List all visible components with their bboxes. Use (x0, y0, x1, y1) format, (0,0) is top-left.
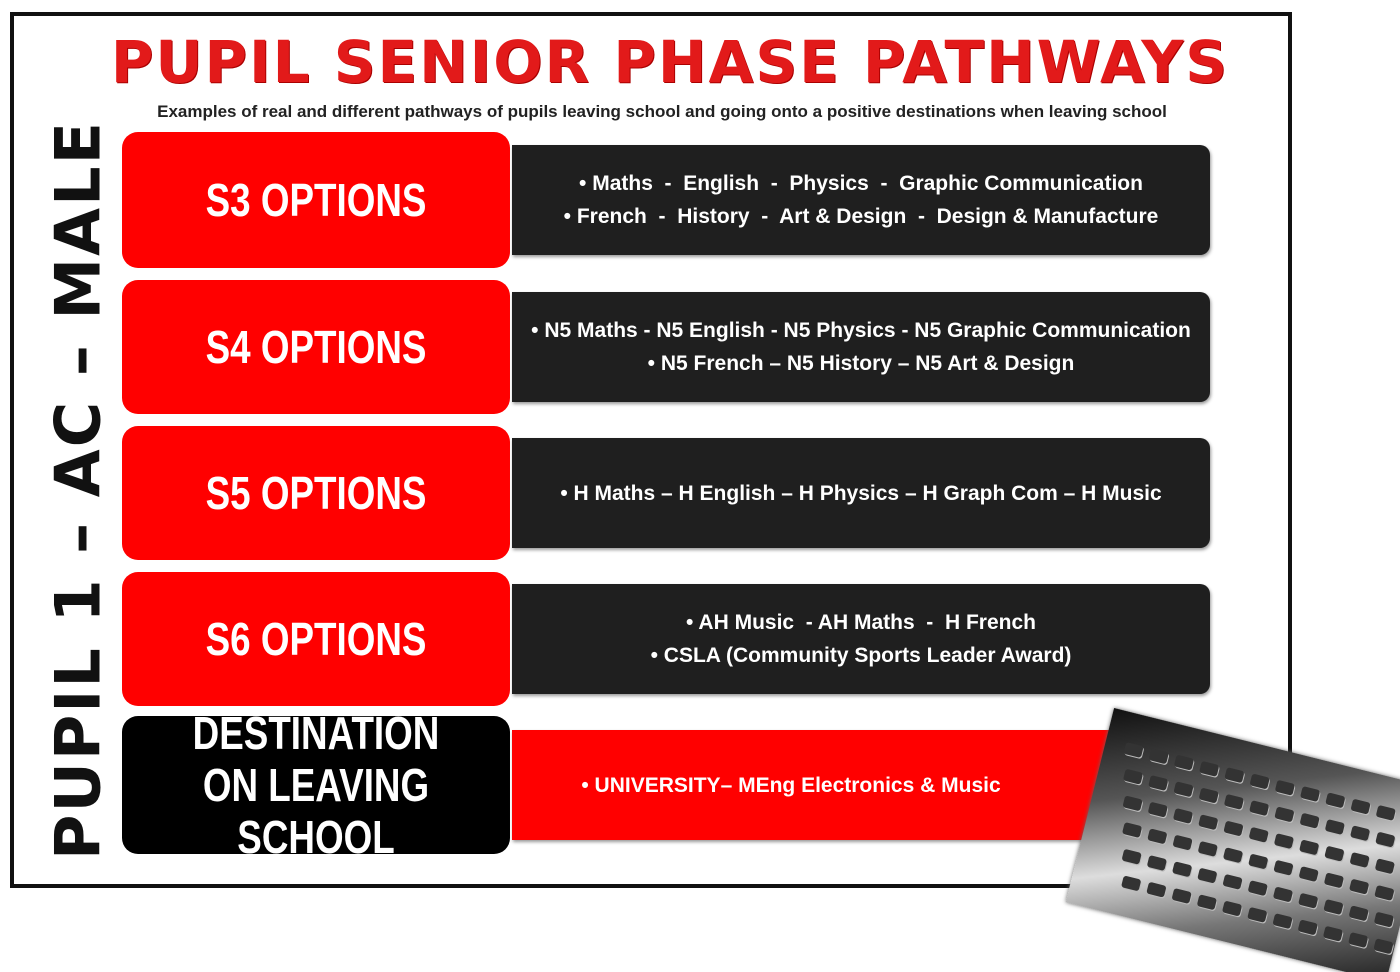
photo-key (1199, 760, 1220, 777)
row-box: • AH Music - AH Maths - H French • CSLA (… (512, 584, 1210, 694)
row-label-text: DESTINATION ON LEAVING SCHOOL (192, 707, 440, 863)
photo-key (1148, 774, 1169, 791)
photo-key (1146, 855, 1168, 872)
photo-key (1299, 786, 1321, 803)
photo-key (1197, 867, 1218, 884)
photo-key (1325, 792, 1346, 809)
row-label-text: S6 OPTIONS (205, 613, 427, 665)
photo-key (1348, 878, 1370, 895)
row-line: • AH Music - AH Maths - H French (686, 611, 1036, 634)
row-box: • N5 Maths - N5 English - N5 Physics - N… (512, 292, 1210, 402)
subtitle: Examples of real and different pathways … (157, 102, 1167, 121)
photo-key (1349, 825, 1371, 842)
row-label-text: S4 OPTIONS (205, 321, 427, 373)
photo-key (1247, 906, 1268, 923)
photo-key (1223, 820, 1244, 837)
row-line: • H Maths – H English – H Physics – H Gr… (560, 481, 1162, 505)
row-label-text: S3 OPTIONS (205, 174, 427, 226)
photo-key (1273, 859, 1294, 876)
photo-key (1249, 773, 1270, 790)
photo-key (1148, 748, 1169, 765)
row-line: • CSLA (Community Sports Leader Award) (650, 644, 1072, 667)
photo-key (1198, 787, 1219, 804)
photo-key (1222, 847, 1244, 864)
photo-key (1324, 818, 1346, 835)
photo-key (1224, 767, 1245, 784)
photo-key (1297, 919, 1318, 936)
photo-key (1374, 858, 1396, 875)
photo-key (1122, 768, 1144, 785)
photo-key (1298, 892, 1319, 909)
photo-key (1172, 834, 1193, 851)
row-label: S5 OPTIONS (122, 426, 510, 560)
photo-key (1122, 795, 1143, 812)
photo-key (1173, 781, 1194, 798)
photo-key (1374, 884, 1395, 901)
photo (1065, 708, 1400, 972)
photo-key (1171, 861, 1193, 878)
photo-key (1273, 833, 1295, 850)
photo-key (1249, 800, 1270, 817)
photo-key (1323, 872, 1345, 889)
photo-key (1171, 887, 1192, 904)
photo-key (1221, 900, 1243, 917)
row-box: • Maths - English - Physics - Graphic Co… (512, 145, 1210, 255)
photo-key (1172, 807, 1194, 824)
frame (10, 12, 1292, 888)
photo-key (1274, 806, 1295, 823)
photo-key (1350, 798, 1371, 815)
row-label: DESTINATION ON LEAVING SCHOOL (122, 707, 510, 863)
row-label: S4 OPTIONS (122, 280, 510, 414)
row-line: • Maths - English - Physics - Graphic Co… (579, 172, 1143, 195)
photo-key (1223, 793, 1245, 810)
photo-key (1120, 875, 1142, 892)
row-line: • N5 French – N5 History – N5 Art & Desi… (647, 352, 1075, 375)
photo-key (1248, 826, 1269, 843)
photo-key (1349, 851, 1370, 868)
photo-key (1373, 938, 1394, 955)
photo-key (1323, 899, 1344, 916)
photo-key (1121, 822, 1143, 839)
photo-key (1274, 779, 1296, 796)
photo-key (1298, 866, 1319, 883)
photo-key (1298, 839, 1320, 856)
photo-key (1348, 905, 1369, 922)
photo-key (1222, 873, 1243, 890)
row-label: S3 OPTIONS (122, 132, 510, 268)
row-line: • French - History - Art & Design - Desi… (563, 205, 1159, 228)
photo-key (1322, 925, 1344, 942)
photo-key (1375, 831, 1396, 848)
photo-key (1375, 804, 1396, 821)
side-label: PUPIL 1 – AC – MALE (41, 120, 115, 860)
photo-key (1272, 886, 1294, 903)
photo-key (1121, 848, 1142, 865)
photo-key (1272, 913, 1293, 930)
photo-key (1197, 840, 1218, 857)
photo-key (1147, 828, 1168, 845)
photo-key (1173, 754, 1195, 771)
row-line: • N5 Maths - N5 English - N5 Physics - N… (531, 319, 1191, 342)
photo-key (1198, 814, 1219, 831)
photo-key (1147, 801, 1168, 818)
photo-key (1247, 880, 1268, 897)
photo-key (1146, 881, 1167, 898)
photo-key (1123, 742, 1144, 758)
photo-key (1299, 812, 1320, 829)
row-box: • H Maths – H English – H Physics – H Gr… (512, 438, 1210, 548)
photo-key (1248, 853, 1269, 870)
title: PUPIL SENIOR PHASE PATHWAYS (110, 28, 1230, 96)
photo-key (1348, 932, 1369, 949)
photo-key (1373, 911, 1395, 928)
row-line: • UNIVERSITY– MEng Electronics & Music (581, 773, 1001, 797)
photo-key (1324, 845, 1345, 862)
row-label: S6 OPTIONS (122, 572, 510, 706)
row-label-text: S5 OPTIONS (205, 467, 427, 519)
photo-key (1196, 894, 1218, 911)
